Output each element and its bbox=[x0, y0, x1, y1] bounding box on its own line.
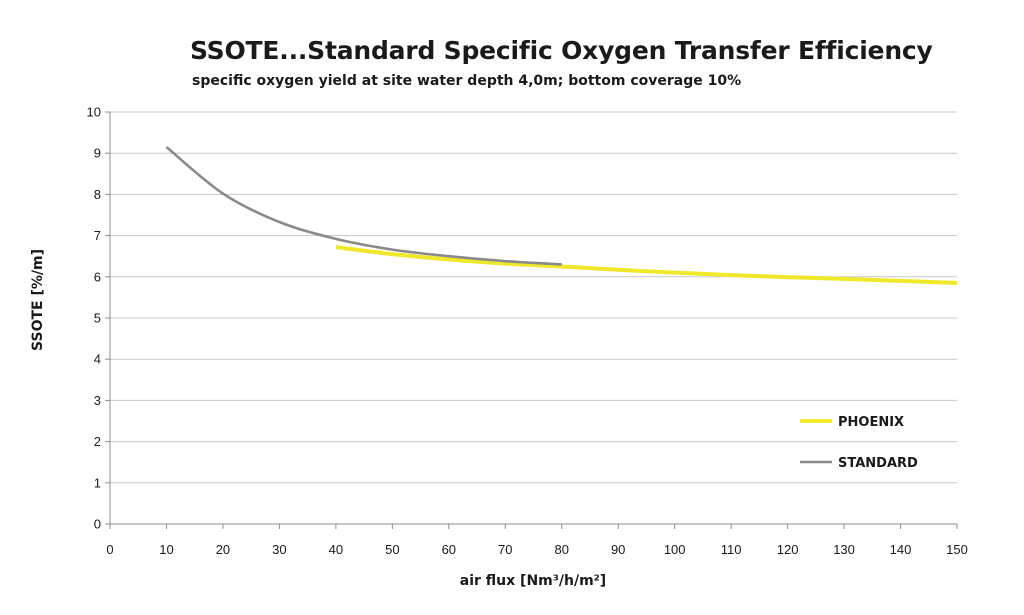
y-tick-label: 5 bbox=[94, 311, 101, 326]
series-line-standard bbox=[165, 146, 562, 266]
x-tick-label: 10 bbox=[159, 542, 173, 557]
x-tick-label: 70 bbox=[498, 542, 512, 557]
legend-label-phoenix: PHOENIX bbox=[838, 415, 904, 430]
x-tick-label: 130 bbox=[833, 542, 855, 557]
x-tick-label: 110 bbox=[721, 542, 742, 557]
chart-subtitle: specific oxygen yield at site water dept… bbox=[192, 73, 742, 89]
legend: PHOENIX STANDARD bbox=[800, 415, 918, 471]
y-tick-label: 0 bbox=[94, 517, 101, 532]
y-tick-label: 3 bbox=[94, 393, 101, 408]
x-tick-label: 20 bbox=[216, 542, 230, 557]
y-axis-title: SSOTE [%/m] bbox=[30, 249, 46, 351]
x-tick-label: 60 bbox=[442, 542, 456, 557]
x-tick-label: 0 bbox=[106, 542, 113, 557]
y-tick-label: 7 bbox=[94, 228, 101, 243]
x-axis-title: air flux [Nm³/h/m²] bbox=[460, 573, 606, 589]
series-line-phoenix bbox=[335, 245, 958, 285]
x-tick-label: 150 bbox=[946, 542, 968, 557]
x-tick-label: 90 bbox=[611, 542, 625, 557]
x-axis: 0 10 20 30 40 50 60 70 80 90 100 110 120 130 140 150 bbox=[106, 523, 968, 557]
y-tick-label: 10 bbox=[87, 105, 101, 120]
y-tick-label: 2 bbox=[94, 434, 101, 449]
legend-label-standard: STANDARD bbox=[838, 456, 918, 471]
x-tick-label: 30 bbox=[272, 542, 286, 557]
x-tick-label: 120 bbox=[777, 542, 799, 557]
x-tick-label: 140 bbox=[890, 542, 912, 557]
y-axis: 0 1 2 3 4 5 6 7 8 9 10 bbox=[87, 105, 111, 532]
plot-series bbox=[165, 146, 958, 285]
chart-title: SSOTE...Standard Specific Oxygen Transfe… bbox=[190, 36, 933, 65]
x-tick-label: 80 bbox=[554, 542, 568, 557]
y-tick-label: 1 bbox=[94, 475, 101, 490]
x-tick-label: 100 bbox=[664, 542, 686, 557]
y-tick-label: 8 bbox=[94, 187, 101, 202]
x-tick-label: 50 bbox=[385, 542, 399, 557]
y-tick-label: 6 bbox=[94, 269, 101, 284]
x-tick-label: 40 bbox=[329, 542, 343, 557]
y-tick-label: 9 bbox=[94, 146, 101, 161]
y-tick-label: 4 bbox=[94, 352, 101, 367]
